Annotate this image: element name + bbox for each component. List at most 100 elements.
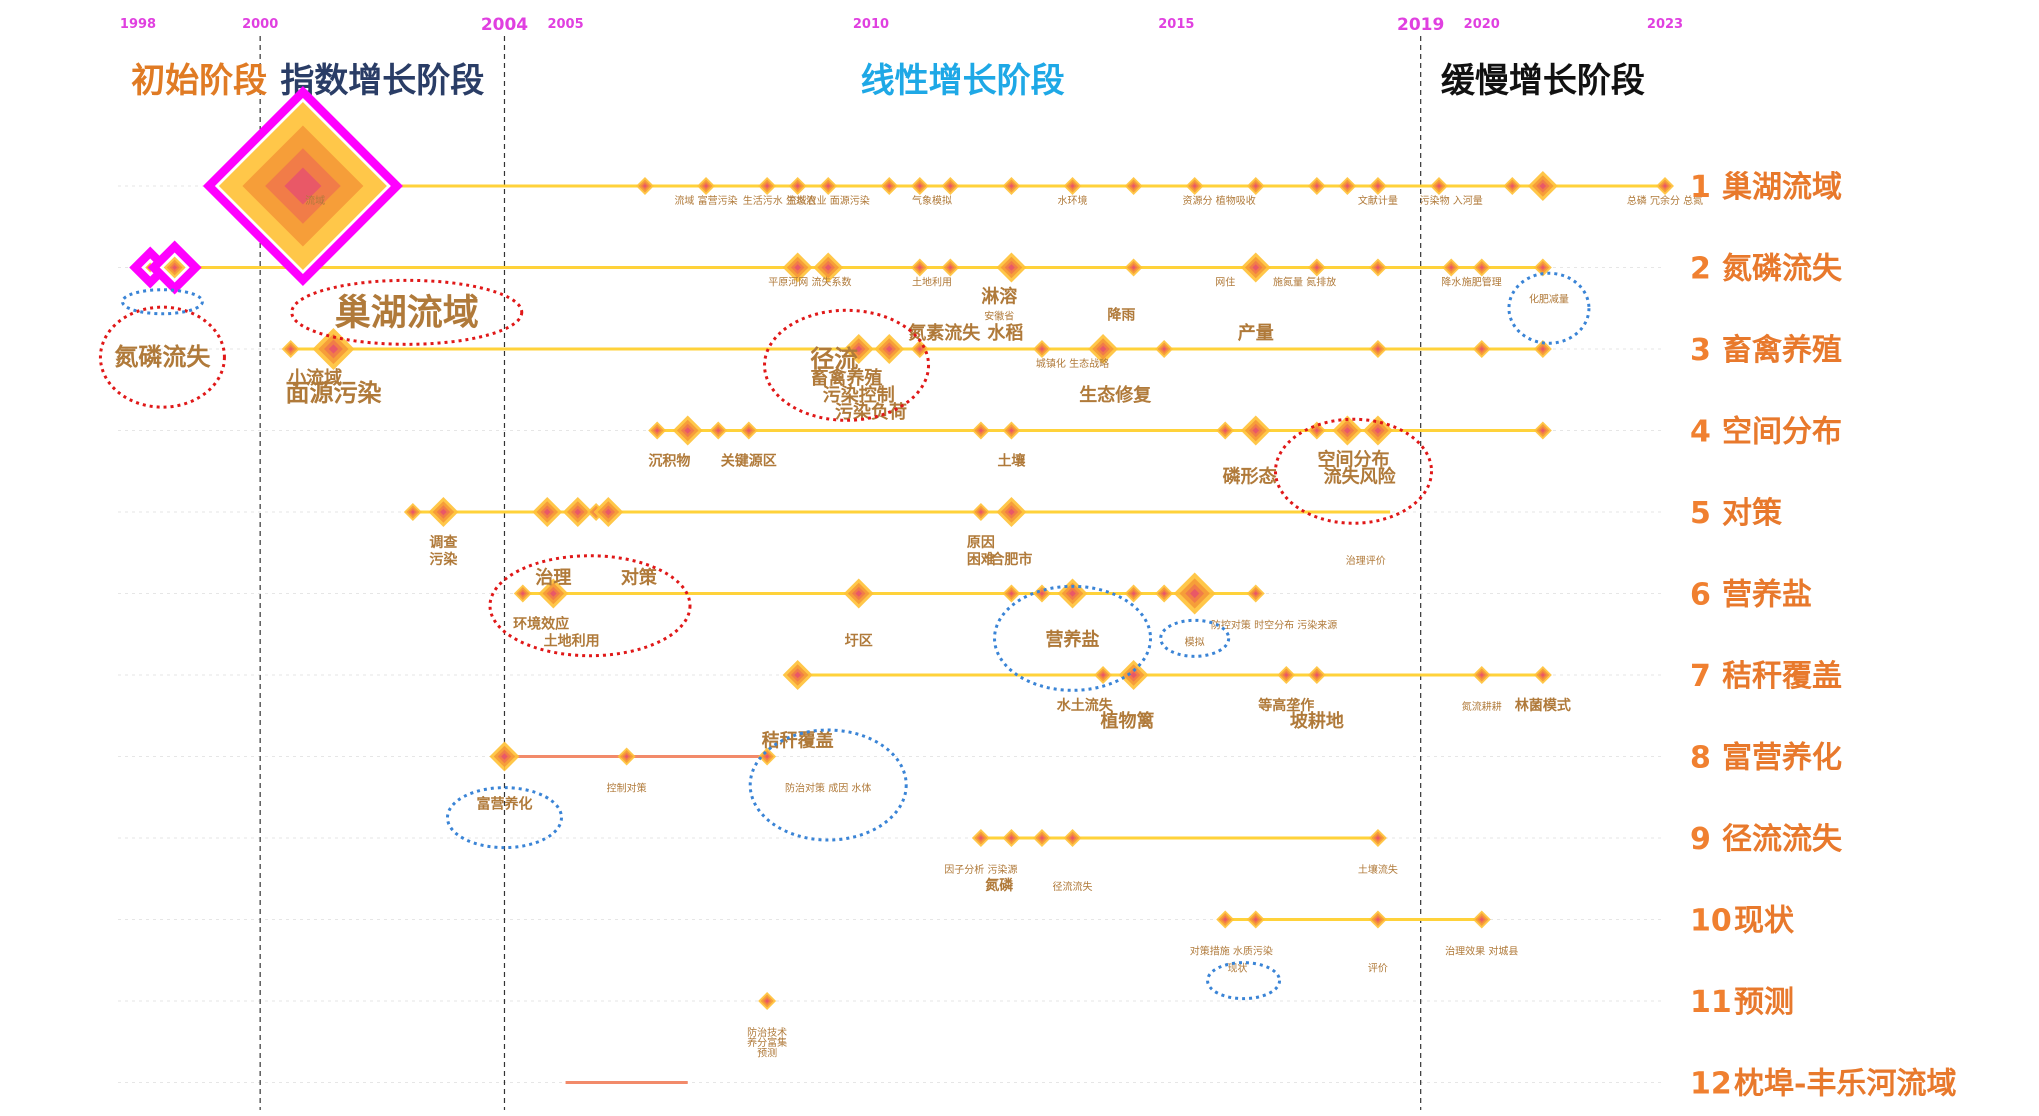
keyword-node-diamond xyxy=(948,265,953,270)
year-tick-label: 2023 xyxy=(1647,17,1683,32)
keyword-node-diamond xyxy=(1314,428,1319,433)
keyword-node-diamond xyxy=(1101,673,1106,677)
keyword-label: 等高垄作 xyxy=(1258,697,1314,714)
keyword-label: 秸秆覆盖 xyxy=(762,730,834,752)
keyword-node-diamond xyxy=(1345,184,1350,188)
keyword-node-diamond xyxy=(605,508,612,516)
keyword-node-diamond xyxy=(1479,265,1484,270)
cluster-name: 营养盐 xyxy=(1722,578,1812,613)
keyword-label: 降雨 xyxy=(1107,307,1135,324)
keyword-label: 评价 xyxy=(1368,963,1388,975)
keyword-node-diamond xyxy=(1099,345,1107,353)
cluster-name: 径流流失 xyxy=(1722,822,1843,857)
keyword-node-diamond xyxy=(1252,264,1260,271)
keyword-node-diamond xyxy=(1253,591,1258,596)
keyword-label: 污染控制 xyxy=(823,384,895,406)
cluster-name: 秸秆覆盖 xyxy=(1722,659,1842,694)
keyword-label: 流域农业 面源污染 xyxy=(787,194,870,207)
keyword-label: 对策 xyxy=(621,567,658,589)
keyword-node-diamond xyxy=(1009,184,1014,188)
highlight-circle xyxy=(445,786,563,850)
keyword-node-diamond xyxy=(1663,184,1667,188)
keyword-label: 土壤 xyxy=(997,453,1026,470)
keyword-node-diamond xyxy=(172,265,178,270)
keyword-label: 氮素流失 xyxy=(908,322,981,344)
keyword-label: 城镇化 生态战略 xyxy=(1036,357,1109,370)
year-tick-label: 2000 xyxy=(242,17,278,32)
cluster-number: 3 xyxy=(1690,333,1711,368)
keyword-label: 预测 xyxy=(757,1046,777,1059)
keyword-node-diamond xyxy=(1008,508,1015,516)
keyword-label: 林菌模式 xyxy=(1515,697,1571,714)
keyword-label: 产量 xyxy=(1238,322,1274,344)
highlight-circle-label: 巢湖流域 xyxy=(335,291,479,333)
cluster-number: 7 xyxy=(1690,659,1711,694)
keyword-node-diamond xyxy=(1040,347,1044,351)
year-tick-label: 2015 xyxy=(1158,17,1194,32)
keyword-node-diamond xyxy=(501,753,508,760)
keyword-label: 模拟 xyxy=(1185,636,1205,649)
highlight-circle xyxy=(488,554,692,658)
keyword-label: 空间分布 xyxy=(1317,449,1389,471)
stage-dividers xyxy=(259,36,1422,1110)
cluster-number: 11 xyxy=(1690,985,1732,1020)
keyword-node-diamond xyxy=(765,184,770,188)
keyword-label: 氮流耕耕 xyxy=(1462,700,1502,713)
keyword-label: 治理评价 xyxy=(1346,554,1386,567)
year-axis: 1998 2000 2004 2005 2010 2015 2019 2020 2023 xyxy=(120,15,1683,35)
keyword-node-diamond xyxy=(624,754,629,759)
keyword-node-diamond xyxy=(978,428,983,433)
keyword-node-diamond xyxy=(704,184,709,188)
keyword-label: 水环境 xyxy=(1058,194,1088,207)
keyword-label: 施肥管理 xyxy=(1462,276,1502,289)
keyword-node-diamond xyxy=(288,347,293,351)
keyword-label: 小流域 xyxy=(288,367,342,389)
keyword-node-diamond xyxy=(917,347,922,351)
keyword-node-diamond xyxy=(328,344,339,354)
cluster-name: 空间分布 xyxy=(1722,415,1842,450)
year-tick-label: 2005 xyxy=(547,17,583,32)
cluster-number: 10 xyxy=(1690,904,1732,939)
cluster-number: 6 xyxy=(1690,578,1711,613)
keyword-node-diamond xyxy=(550,590,557,597)
keyword-node-diamond xyxy=(1162,591,1167,596)
keyword-label: 防控对策 时空分布 污染来源 xyxy=(1211,619,1337,632)
keyword-node-diamond xyxy=(1069,590,1076,597)
keyword-label: 防治对策 成因 水体 xyxy=(785,782,871,795)
stage-label: 指数增长阶段 xyxy=(280,61,484,101)
keyword-label: 环境效应 xyxy=(513,616,569,633)
keyword-node-diamond xyxy=(1449,265,1454,270)
keyword-node-diamond xyxy=(1162,347,1167,351)
keyword-node-diamond xyxy=(948,184,953,188)
keyword-node-diamond xyxy=(1040,591,1044,596)
keyword-label: 调查 xyxy=(429,534,458,551)
keyword-label: 富营养化 xyxy=(476,796,532,813)
cluster-number: 9 xyxy=(1690,822,1711,857)
keyword-node-diamond xyxy=(410,510,415,514)
highlight-circle xyxy=(748,728,908,842)
keyword-node-diamond xyxy=(1540,673,1545,677)
cluster-name: 现状 xyxy=(1734,904,1795,939)
keyword-node-diamond xyxy=(1314,265,1319,270)
keyword-label: 氮磷 xyxy=(984,877,1014,894)
keyword-label: 营养盐 xyxy=(1046,629,1100,651)
keyword-node-diamond xyxy=(574,508,582,516)
keyword-label: 总磷 冗余分 总氮 xyxy=(1627,194,1703,207)
keyword-label: 水土流失 xyxy=(1057,697,1114,714)
keyword-label: 困难 xyxy=(967,551,995,568)
keyword-label: 流域 xyxy=(305,194,325,207)
keyword-node-diamond xyxy=(887,184,892,188)
keyword-node-diamond xyxy=(1223,428,1228,433)
keyword-label: 生活污水 生态治 xyxy=(743,194,816,207)
highlight-circle xyxy=(98,305,226,409)
highlight-circle xyxy=(1159,618,1231,658)
keyword-node-diamond xyxy=(1314,673,1319,677)
highlight-circle xyxy=(1273,417,1433,525)
keyword-node-diamond xyxy=(1192,184,1197,188)
keyword-label: 沉积物 xyxy=(648,453,690,470)
keyword-node-diamond xyxy=(824,264,832,271)
keyword-node-diamond xyxy=(284,167,322,205)
keyword-label: 流域 富营污染 xyxy=(674,194,737,207)
keyword-node-diamond xyxy=(794,264,801,271)
